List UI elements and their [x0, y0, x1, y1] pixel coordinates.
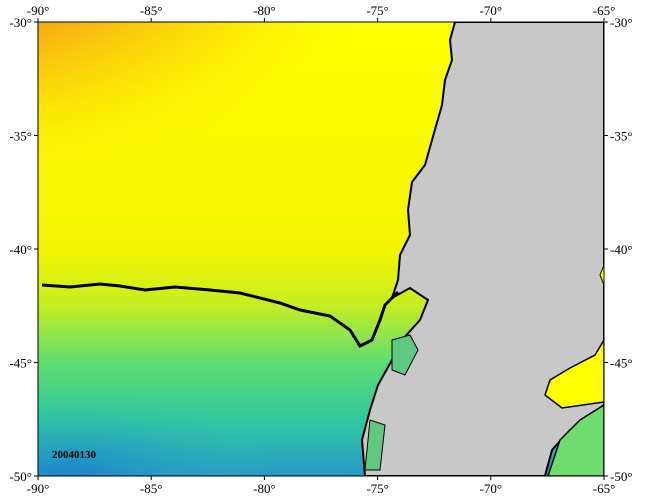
y-tick-label: -30°	[9, 15, 32, 30]
x-tick-label: -75°	[366, 3, 389, 18]
x-tick-label: -70°	[480, 3, 503, 18]
y-tick-label: -45°	[9, 356, 32, 371]
date-label: 20040130	[52, 449, 97, 461]
x-tick-label: -80°	[253, 3, 276, 18]
x-tick-label: -65°	[593, 481, 616, 496]
front-contour	[41, 282, 400, 348]
y-tick-label: -40°	[9, 242, 32, 257]
atlantic-edge	[599, 264, 604, 286]
y-tick-label: -40°	[610, 242, 633, 257]
warm-water	[38, 22, 460, 260]
x-tick-label: -75°	[366, 481, 389, 496]
land	[360, 22, 604, 476]
cold-water	[38, 330, 378, 476]
x-tick-label: -65°	[593, 3, 616, 18]
y-tick-label: -50°	[610, 469, 633, 484]
x-tick-label: -90°	[27, 3, 50, 18]
atlantic-south	[547, 404, 604, 476]
y-tick-label: -50°	[9, 469, 32, 484]
y-tick-label: -45°	[610, 356, 633, 371]
fjords	[364, 334, 419, 471]
x-tick-label: -70°	[480, 481, 503, 496]
map-area	[38, 22, 604, 476]
y-tick-label: -30°	[610, 15, 633, 30]
atlantic-patch	[544, 338, 604, 409]
x-tick-label: -90°	[27, 481, 50, 496]
y-tick-label: -35°	[9, 129, 32, 144]
x-tick-label: -85°	[140, 3, 163, 18]
x-tick-label: -85°	[140, 481, 163, 496]
x-tick-label: -80°	[253, 481, 276, 496]
y-tick-label: -35°	[610, 129, 633, 144]
